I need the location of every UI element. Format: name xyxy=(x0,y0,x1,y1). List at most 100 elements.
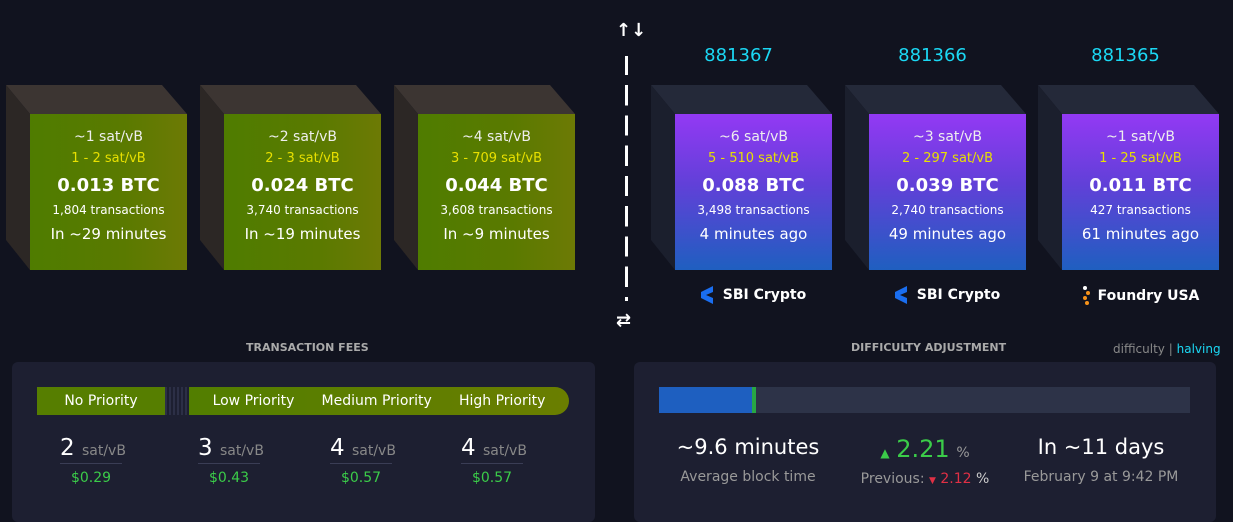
total-fees: 0.024 BTC xyxy=(251,175,354,196)
tx-count: 1,804 transactions xyxy=(52,203,165,217)
block-top xyxy=(200,85,381,114)
block-height-link[interactable]: 881366 xyxy=(898,45,967,66)
fee-range: 2 - 297 sat/vB xyxy=(902,151,993,166)
fee-priority-bar: No Priority Low Priority Medium Priority… xyxy=(37,387,569,415)
fee-range: 1 - 2 sat/vB xyxy=(71,151,146,166)
pool-name: SBI Crypto xyxy=(722,287,807,303)
median-fee: ~1 sat/vB xyxy=(73,129,144,145)
progress-fill xyxy=(659,387,752,413)
eta: In ~19 minutes xyxy=(244,225,361,243)
confirmed-block[interactable]: ~1 sat/vB 1 - 25 sat/vB 0.011 BTC 427 trans… xyxy=(1038,85,1219,270)
pool-name: SBI Crypto xyxy=(916,287,1001,303)
fee-usd: $0.29 xyxy=(70,470,112,486)
confirmed-block[interactable]: ~6 sat/vB 5 - 510 sat/vB 0.088 BTC 3,498 tr… xyxy=(651,85,832,270)
mempool-block[interactable]: ~1 sat/vB 1 - 2 sat/vB 0.013 BTC 1,804 tran… xyxy=(6,85,187,270)
difficulty-tabs: difficulty | halving xyxy=(1113,342,1221,356)
tx-count: 3,608 transactions xyxy=(440,203,553,217)
fee-value: 4 xyxy=(330,435,345,461)
fee-unit: sat/vB xyxy=(219,443,264,459)
total-fees: 0.044 BTC xyxy=(445,175,548,196)
tx-count: 3,740 transactions xyxy=(246,203,359,217)
sbi-crypto-logo-icon xyxy=(700,286,713,304)
divider xyxy=(625,56,628,301)
difficulty-change: ▲ 2.21 % Previous: ▼ 2.12 % xyxy=(825,435,1025,487)
no-priority-segment: No Priority xyxy=(37,387,165,415)
block-height-link[interactable]: 881365 xyxy=(1091,45,1160,66)
fee-unit: sat/vB xyxy=(81,443,126,459)
previous-unit: % xyxy=(976,471,990,487)
eta: In ~29 minutes xyxy=(50,225,167,243)
fee-value: 4 xyxy=(461,435,476,461)
block-height-link[interactable]: 881367 xyxy=(704,45,773,66)
progress-marker xyxy=(751,387,756,413)
difficulty-title: DIFFICULTY ADJUSTMENT xyxy=(851,341,1007,354)
median-fee: ~1 sat/vB xyxy=(1105,129,1176,145)
block-top xyxy=(6,85,187,114)
swap-arrows-icon[interactable]: ⇄ xyxy=(616,310,632,331)
fees-title: TRANSACTION FEES xyxy=(246,341,369,354)
block-side xyxy=(845,85,869,270)
eta: In ~9 minutes xyxy=(443,225,550,243)
high-priority-label: High Priority xyxy=(458,393,546,409)
eta-value: In ~11 days xyxy=(1037,435,1165,459)
pool-name: Foundry USA xyxy=(1097,288,1200,304)
eta-date: February 9 at 9:42 PM xyxy=(1023,469,1179,485)
low-priority-label: Low Priority xyxy=(212,393,295,409)
previous-value: 2.12 xyxy=(940,471,972,487)
adjustment-eta: In ~11 days February 9 at 9:42 PM xyxy=(1001,435,1201,485)
median-fee: ~4 sat/vB xyxy=(461,129,532,145)
fee-usd: $0.57 xyxy=(340,470,382,486)
tab-halving[interactable]: halving xyxy=(1176,342,1221,356)
fee-high-priority: 4 sat/vB $0.57 xyxy=(461,435,527,486)
change-value: 2.21 xyxy=(896,435,950,463)
sort-arrows-icon[interactable]: ↑↓ xyxy=(616,20,647,41)
tx-count: 2,740 transactions xyxy=(891,203,1004,217)
fee-range: 5 - 510 sat/vB xyxy=(708,151,799,166)
total-fees: 0.088 BTC xyxy=(702,175,805,196)
total-fees: 0.013 BTC xyxy=(57,175,160,196)
fee-range: 2 - 3 sat/vB xyxy=(265,151,340,166)
tx-count: 3,498 transactions xyxy=(697,203,810,217)
fee-value: 3 xyxy=(198,435,213,461)
block-side xyxy=(1038,85,1062,270)
confirmed-block[interactable]: ~3 sat/vB 2 - 297 sat/vB 0.039 BTC 2,740 tr… xyxy=(845,85,1026,270)
median-fee: ~3 sat/vB xyxy=(912,129,983,145)
difficulty-panel: ~9.6 minutes Average block time ▲ 2.21 % P… xyxy=(634,362,1216,522)
block-age: 49 minutes ago xyxy=(888,225,1007,243)
fee-range: 1 - 25 sat/vB xyxy=(1099,151,1182,166)
tab-difficulty[interactable]: difficulty xyxy=(1113,342,1165,356)
fee-unit: sat/vB xyxy=(351,443,396,459)
block-age: 61 minutes ago xyxy=(1081,225,1200,243)
fee-usd: $0.43 xyxy=(208,470,250,486)
priority-segment: Low Priority Medium Priority High Priori… xyxy=(189,387,569,415)
avg-block-time: ~9.6 minutes Average block time xyxy=(648,435,848,485)
mempool-block[interactable]: ~4 sat/vB 3 - 709 sat/vB 0.044 BTC 3,608 tr… xyxy=(394,85,575,270)
block-top xyxy=(845,85,1026,114)
block-side xyxy=(200,85,224,270)
medium-priority-label: Medium Priority xyxy=(321,393,432,409)
mempool-block[interactable]: ~2 sat/vB 2 - 3 sat/vB 0.024 BTC 3,740 tran… xyxy=(200,85,381,270)
total-fees: 0.039 BTC xyxy=(896,175,999,196)
block-side xyxy=(394,85,418,270)
pool-link[interactable]: Foundry USA xyxy=(1062,286,1219,306)
total-fees: 0.011 BTC xyxy=(1089,175,1192,196)
pool-link[interactable]: SBI Crypto xyxy=(675,286,832,304)
avg-block-time-value: ~9.6 minutes xyxy=(676,435,820,459)
fee-gap xyxy=(165,387,189,415)
sbi-crypto-logo-icon xyxy=(894,286,907,304)
fees-panel: No Priority Low Priority Medium Priority… xyxy=(12,362,595,522)
previous-label: Previous: xyxy=(860,471,925,487)
fee-range: 3 - 709 sat/vB xyxy=(451,151,542,166)
median-fee: ~6 sat/vB xyxy=(718,129,789,145)
tab-separator: | xyxy=(1168,342,1173,356)
block-top xyxy=(651,85,832,114)
fee-medium-priority: 4 sat/vB $0.57 xyxy=(330,435,396,486)
block-top xyxy=(394,85,575,114)
down-triangle-icon: ▼ xyxy=(929,476,936,486)
fee-low-priority: 3 sat/vB $0.43 xyxy=(198,435,264,486)
fee-usd: $0.57 xyxy=(471,470,513,486)
foundry-logo-icon xyxy=(1082,286,1090,305)
pool-link[interactable]: SBI Crypto xyxy=(869,286,1026,304)
change-unit: % xyxy=(956,445,970,461)
tx-count: 427 transactions xyxy=(1090,203,1191,217)
